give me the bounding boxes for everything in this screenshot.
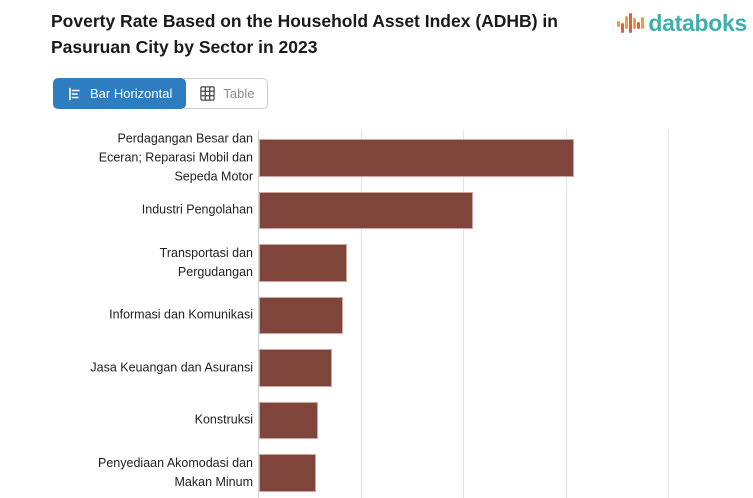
logo-bar [621,23,625,33]
table-icon [199,85,216,102]
bar[interactable] [259,401,319,439]
page-title-line2: Pasuruan City by Sector in 2023 [51,37,318,57]
databoks-logo-text: databoks [648,10,747,36]
databoks-logo-icon [617,11,646,37]
gridline [463,130,464,498]
category-label: Perdagangan Besar dan Eceran; Reparasi Mo… [98,131,253,184]
logo-bar [637,22,641,29]
view-toggle: Bar Horizontal Table [53,78,269,109]
logo-bar [625,16,629,29]
tab-bar-horizontal[interactable]: Bar Horizontal [53,78,187,109]
databoks-logo[interactable]: databoks [617,11,747,37]
bar[interactable] [259,296,344,334]
page-title: Poverty Rate Based on the Household Asse… [51,8,558,60]
category-label: Penyediaan Akomodasi dan Makan Minum [98,455,253,489]
bar-chart: Perdagangan Besar dan Eceran; Reparasi Mo… [0,130,753,498]
header: Poverty Rate Based on the Household Asse… [0,0,753,60]
gridline [566,130,567,498]
bar[interactable] [259,349,332,387]
category-label: Informasi dan Komunikasi [109,307,253,322]
gridline [668,130,669,498]
tab-bar-horizontal-label: Bar Horizontal [90,86,173,101]
tab-table[interactable]: Table [184,78,269,109]
gridline [361,130,362,498]
page-title-line1: Poverty Rate Based on the Household Asse… [51,11,558,31]
logo-bar [633,18,637,29]
logo-bar [629,13,633,33]
bar[interactable] [259,139,574,177]
category-label: Konstruksi [194,412,253,427]
bar-horizontal-icon [67,86,83,102]
bar[interactable] [259,191,474,229]
category-label: Industri Pengolahan [141,202,253,217]
y-axis-line [258,130,259,498]
logo-bar [617,21,621,27]
category-label: Jasa Keuangan dan Asuransi [90,360,253,375]
bar[interactable] [259,454,317,492]
category-label: Transportasi dan Pergudangan [159,245,253,279]
bar[interactable] [259,244,348,282]
tab-table-label: Table [223,86,255,101]
logo-bar [641,17,645,29]
